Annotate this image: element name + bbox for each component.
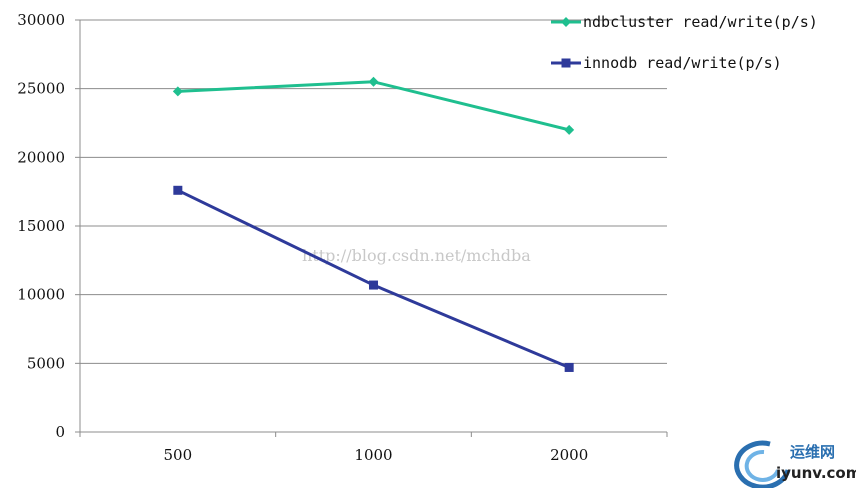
gridlines [80,19,667,364]
y-axis-tick-label: 0 [55,423,65,441]
site-logo: 运维网 iyunv.com [734,440,856,488]
x-axis-tick-label: 2000 [550,446,588,464]
data-point [564,362,574,372]
legend-swatch-marker [561,58,571,68]
watermark-text: http://blog.csdn.net/mchdba [302,246,531,265]
legend-swatch-marker [561,17,571,27]
series-line [177,188,570,369]
data-series [172,76,575,372]
y-axis-tick-label: 25000 [17,80,65,98]
y-axis-tick-label: 10000 [17,286,65,304]
y-axis-tick-label: 5000 [27,354,65,372]
y-axis-tick-labels: 0 5000 10000 15000 20000 25000 30000 [17,11,65,441]
y-axis-tick-label: 30000 [17,11,65,29]
data-point [172,86,183,97]
legend-label: ndbcluster read/write(p/s) [583,13,818,31]
data-point [564,124,575,135]
data-point [369,280,378,290]
data-point [368,76,379,87]
swirl-logo-icon [734,440,791,488]
x-axis-tick-labels: 500 1000 2000 [164,446,589,464]
axes [75,19,668,437]
site-logo-name: 运维网 [790,443,835,461]
legend: ndbcluster read/write(p/s) innodb read/wr… [551,13,818,72]
x-axis-tick-label: 500 [164,446,193,464]
legend-label: innodb read/write(p/s) [583,54,782,72]
y-axis-tick-label: 20000 [17,148,65,166]
site-logo-url: iyunv.com [776,464,856,482]
y-axis-tick-label: 15000 [17,217,65,235]
data-point [173,185,183,195]
x-axis-tick-label: 1000 [354,446,392,464]
